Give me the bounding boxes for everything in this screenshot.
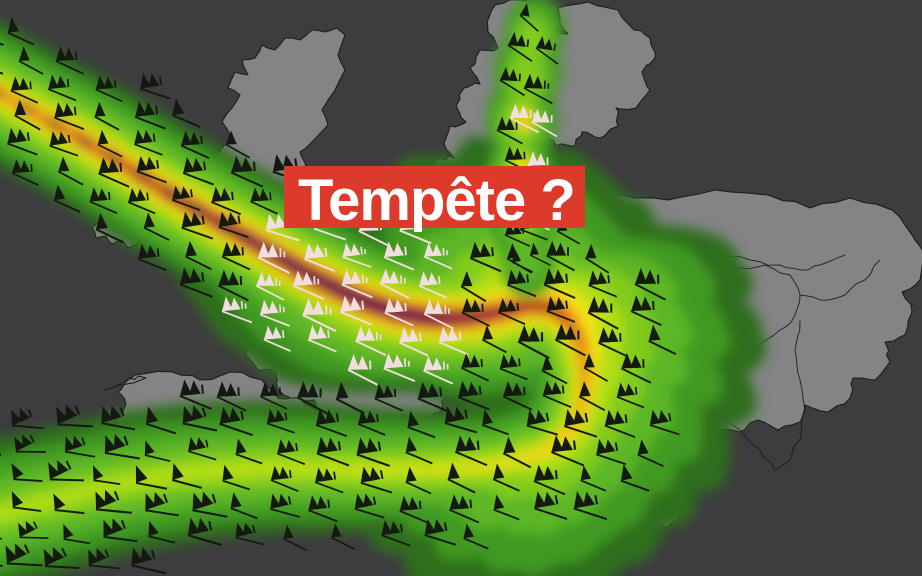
svg-text:Tempête ?: Tempête ?: [298, 168, 575, 233]
